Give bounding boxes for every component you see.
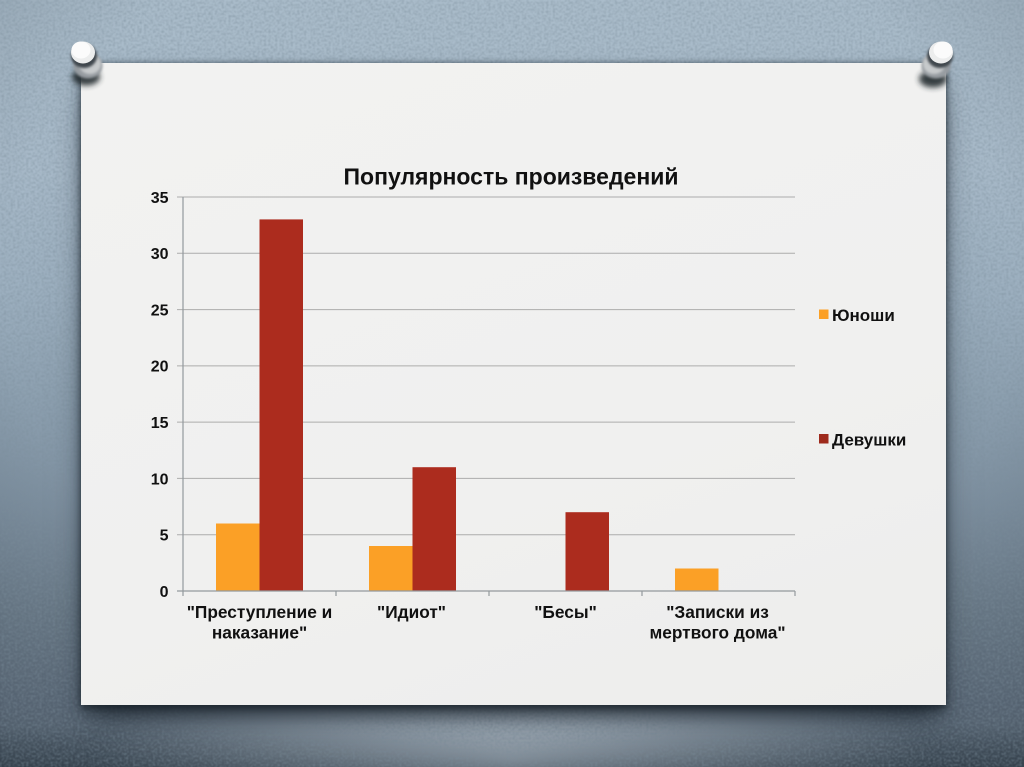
- svg-text:"Записки из: "Записки из: [666, 602, 769, 622]
- svg-text:"Бесы": "Бесы": [534, 602, 597, 622]
- svg-text:30: 30: [151, 246, 169, 263]
- svg-text:25: 25: [151, 302, 169, 319]
- svg-text:0: 0: [160, 584, 169, 601]
- svg-text:наказание": наказание": [212, 623, 307, 643]
- svg-text:35: 35: [151, 190, 169, 207]
- svg-text:5: 5: [160, 528, 169, 545]
- svg-text:мертвого дома": мертвого дома": [649, 623, 785, 643]
- svg-text:20: 20: [151, 359, 169, 376]
- svg-text:Популярность произведений: Популярность произведений: [343, 164, 678, 190]
- svg-text:"Идиот": "Идиот": [377, 602, 446, 622]
- svg-text:15: 15: [151, 415, 169, 432]
- svg-text:"Преступление и: "Преступление и: [187, 602, 333, 622]
- svg-text:Девушки: Девушки: [832, 431, 906, 450]
- svg-text:Юноши: Юноши: [832, 306, 895, 325]
- svg-text:10: 10: [151, 471, 169, 488]
